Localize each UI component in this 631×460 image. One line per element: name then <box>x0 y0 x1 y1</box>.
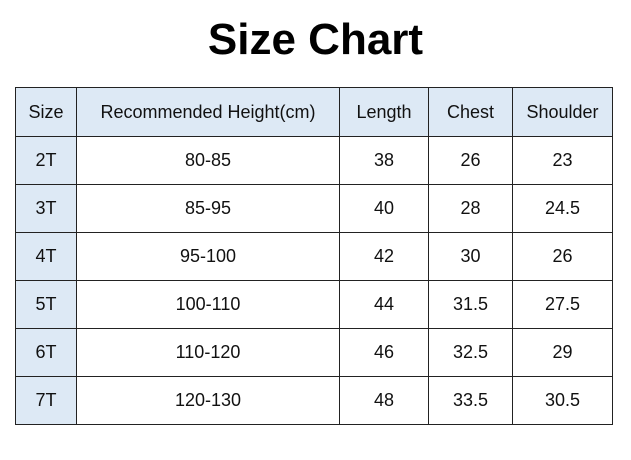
table-cell: 44 <box>339 280 429 329</box>
table-cell: 27.5 <box>512 280 613 329</box>
table-cell: 28 <box>428 184 513 233</box>
size-cell: 3T <box>15 184 77 233</box>
size-cell: 2T <box>15 136 77 185</box>
table-cell: 42 <box>339 232 429 281</box>
table-cell: 120-130 <box>76 376 340 425</box>
table-cell: 95-100 <box>76 232 340 281</box>
table-cell: 48 <box>339 376 429 425</box>
table-cell: 110-120 <box>76 328 340 377</box>
table-row: 3T 85-95 40 28 24.5 <box>15 184 613 233</box>
table-cell: 85-95 <box>76 184 340 233</box>
table-row: 4T 95-100 42 30 26 <box>15 232 613 281</box>
table-row: 7T 120-130 48 33.5 30.5 <box>15 376 613 425</box>
table-cell: 29 <box>512 328 613 377</box>
size-cell: 7T <box>15 376 77 425</box>
column-header: Chest <box>428 87 513 137</box>
table-cell: 23 <box>512 136 613 185</box>
table-cell: 33.5 <box>428 376 513 425</box>
table-cell: 26 <box>428 136 513 185</box>
table-cell: 30 <box>428 232 513 281</box>
table-cell: 26 <box>512 232 613 281</box>
table-cell: 40 <box>339 184 429 233</box>
size-cell: 6T <box>15 328 77 377</box>
table-cell: 31.5 <box>428 280 513 329</box>
table-cell: 38 <box>339 136 429 185</box>
table-row: 6T 110-120 46 32.5 29 <box>15 328 613 377</box>
table-cell: 32.5 <box>428 328 513 377</box>
table-cell: 24.5 <box>512 184 613 233</box>
table-row: 2T 80-85 38 26 23 <box>15 136 613 185</box>
size-cell: 4T <box>15 232 77 281</box>
column-header: Size <box>15 87 77 137</box>
table-row: 5T 100-110 44 31.5 27.5 <box>15 280 613 329</box>
column-header: Shoulder <box>512 87 613 137</box>
table-cell: 30.5 <box>512 376 613 425</box>
size-cell: 5T <box>15 280 77 329</box>
page-title: Size Chart <box>207 15 424 64</box>
column-header: Length <box>339 87 429 137</box>
column-header: Recommended Height(cm) <box>76 87 340 137</box>
table-cell: 100-110 <box>76 280 340 329</box>
table-cell: 80-85 <box>76 136 340 185</box>
size-chart-table: Size Recommended Height(cm) Length Chest Sho… <box>15 87 613 425</box>
table-cell: 46 <box>339 328 429 377</box>
header-row: Size Recommended Height(cm) Length Chest Sho… <box>15 87 613 137</box>
